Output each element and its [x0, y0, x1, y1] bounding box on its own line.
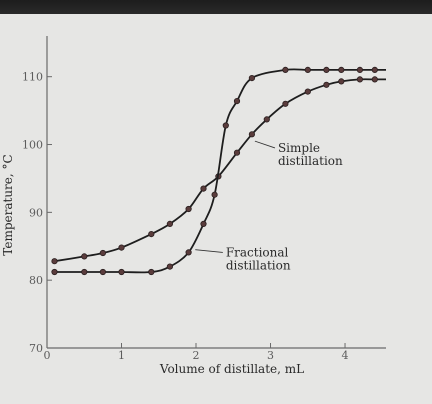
y-tick-label: 90 [29, 206, 43, 219]
data-point [99, 249, 107, 257]
data-point [304, 66, 311, 74]
annotation-leader [195, 249, 223, 253]
x-tick-label: 1 [118, 349, 125, 362]
x-tick-label: 4 [342, 349, 349, 362]
y-tick-label: 80 [29, 274, 43, 287]
x-tick-label: 0 [44, 349, 51, 362]
data-point [338, 66, 345, 74]
data-point [323, 81, 330, 88]
y-tick-label: 100 [22, 139, 43, 152]
y-tick-label: 110 [22, 71, 43, 84]
data-point [118, 244, 125, 251]
annotation-fractional-distillation: Fractional [226, 245, 289, 259]
data-point [200, 220, 207, 227]
x-tick-label: 2 [193, 349, 200, 362]
data-point [118, 268, 125, 276]
data-point [81, 268, 88, 276]
series-fractional-distillation [51, 66, 386, 276]
data-point [248, 75, 255, 82]
data-point [211, 191, 218, 198]
data-point [166, 220, 173, 227]
data-point [371, 66, 378, 74]
y-tick-label: 70 [29, 342, 43, 355]
data-point [51, 268, 58, 276]
annotation-simple-distillation: Simple [278, 141, 320, 155]
data-point [200, 185, 207, 192]
data-point [185, 249, 192, 256]
data-point [148, 268, 155, 276]
data-point [356, 76, 363, 83]
data-point [304, 88, 311, 95]
data-point [99, 268, 107, 276]
annotation-fractional-distillation: distillation [226, 258, 291, 272]
data-point [233, 98, 241, 105]
x-axis-label: Volume of distillate, mL [159, 362, 304, 376]
data-point [81, 253, 88, 260]
annotation-leader [254, 140, 276, 149]
data-point [185, 205, 192, 213]
data-point [222, 122, 229, 129]
data-point [166, 263, 173, 270]
data-point [338, 78, 345, 85]
series-line-fractional-distillation [54, 68, 386, 274]
data-point [282, 66, 289, 74]
y-axis-label: Temperature, °C [1, 154, 15, 255]
data-point [263, 116, 270, 123]
data-point [282, 100, 289, 107]
x-tick-label: 3 [267, 349, 274, 362]
data-point [356, 66, 363, 74]
series-line-simple-distillation [54, 78, 386, 263]
chart-axes: 70 80 90 100 110 0 1 2 3 4 [22, 36, 386, 362]
annotation-simple-distillation: distillation [278, 154, 343, 168]
data-point [371, 76, 378, 83]
data-point [248, 131, 255, 138]
data-point [323, 66, 330, 74]
data-point [51, 258, 58, 265]
data-point [148, 231, 155, 238]
series-simple-distillation [51, 76, 386, 265]
data-point [233, 149, 241, 156]
chart-series [51, 66, 386, 276]
